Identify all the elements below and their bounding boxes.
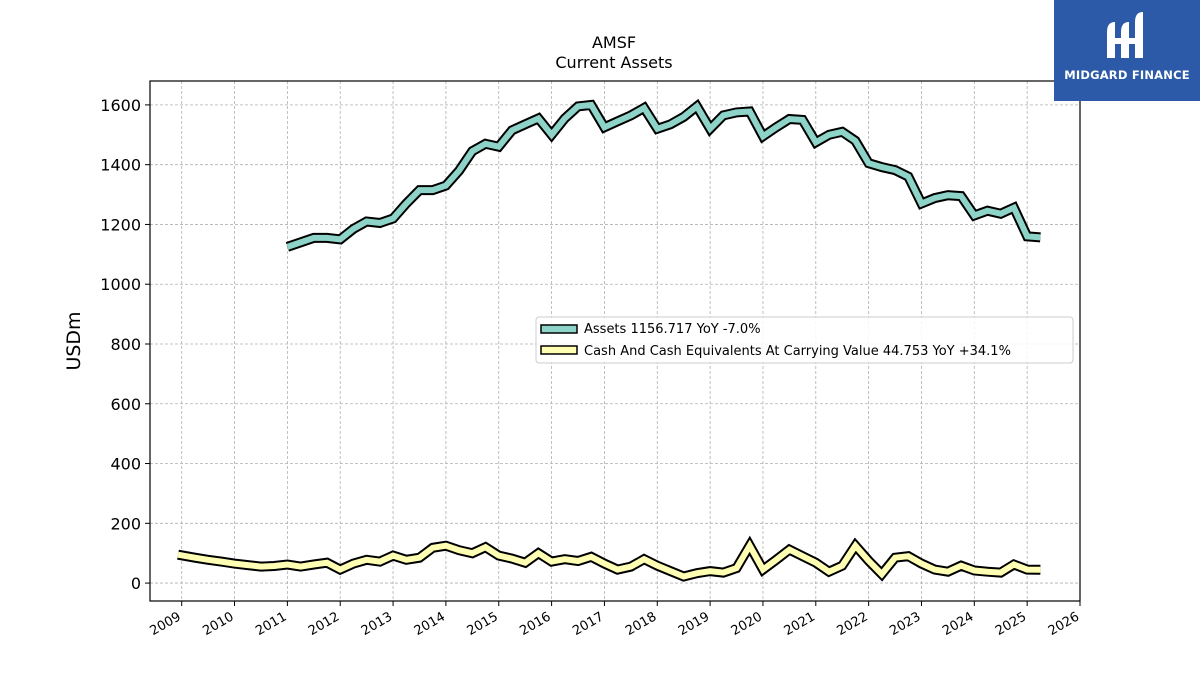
x-tick-label: 2023 (887, 609, 923, 639)
x-tick-label: 2020 (729, 609, 765, 639)
legend-swatch-assets (540, 324, 578, 334)
y-tick-label: 0 (131, 574, 141, 593)
series-line-cash (177, 539, 1041, 580)
y-axis: 0 200 400 600 800 1000 1200 1400 1600 (100, 96, 150, 593)
series-layer (177, 98, 1041, 582)
y-tick-label: 1600 (100, 96, 141, 115)
y-tick-label: 1400 (100, 156, 141, 175)
x-tick-label: 2024 (940, 609, 976, 639)
y-axis-label: USDm (63, 311, 85, 370)
plot-frame (149, 80, 1081, 602)
legend-label-assets: Assets 1156.717 YoY -7.0% (584, 322, 761, 337)
x-tick-label: 2025 (993, 609, 1029, 639)
logo-text: MIDGARD FINANCE (1064, 68, 1190, 82)
x-tick-label: 2013 (359, 609, 395, 639)
y-tick-label: 600 (110, 395, 141, 414)
y-tick-label: 1000 (100, 275, 141, 294)
x-axis: 2009 2010 2011 2012 2013 2014 2015 2016 2017 2018… (148, 601, 1082, 639)
x-tick-label: 2015 (465, 609, 501, 639)
x-tick-label: 2016 (517, 609, 553, 639)
x-tick-label: 2021 (782, 609, 818, 639)
x-tick-label: 2019 (676, 609, 712, 639)
y-tick-label: 1200 (100, 215, 141, 234)
x-tick-label: 2022 (834, 609, 870, 639)
x-tick-label: 2012 (306, 609, 342, 639)
x-tick-label: 2018 (623, 609, 659, 639)
legend-label-cash: Cash And Cash Equivalents At Carrying Va… (584, 344, 1011, 359)
x-tick-label: 2010 (200, 609, 236, 639)
chart-subtitle: Current Assets (555, 53, 672, 72)
x-tick-label: 2026 (1046, 609, 1082, 639)
x-tick-label: 2017 (570, 609, 606, 639)
logo-mark-icon (1107, 12, 1143, 58)
y-tick-label: 800 (110, 335, 141, 354)
chart-title: AMSF (592, 33, 636, 52)
series-line-assets (286, 101, 1041, 250)
legend: Assets 1156.717 YoY -7.0% Cash And Cash … (535, 316, 1074, 364)
y-tick-label: 400 (110, 455, 141, 474)
x-tick-label: 2011 (253, 609, 289, 639)
midgard-finance-logo: MIDGARD FINANCE (1054, 0, 1200, 101)
x-tick-label: 2009 (148, 609, 184, 639)
legend-swatch-cash (540, 345, 578, 355)
y-tick-label: 200 (110, 514, 141, 533)
legend-box (535, 316, 1074, 364)
x-tick-label: 2014 (412, 609, 448, 639)
